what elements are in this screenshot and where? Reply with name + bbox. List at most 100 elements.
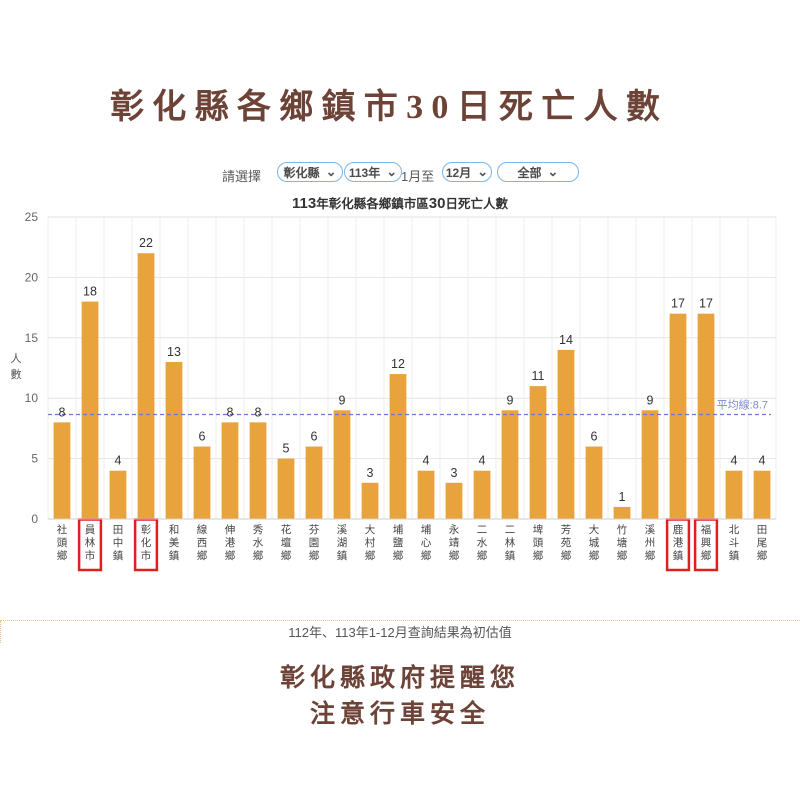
svg-text:18: 18 xyxy=(83,285,97,299)
svg-text:鄉: 鄉 xyxy=(281,549,292,562)
svg-text:鎮: 鎮 xyxy=(673,549,684,562)
svg-text:二: 二 xyxy=(477,524,488,536)
svg-text:芳: 芳 xyxy=(561,523,572,536)
svg-text:6: 6 xyxy=(591,430,598,444)
svg-text:園: 園 xyxy=(309,537,320,549)
svg-text:鄉: 鄉 xyxy=(57,549,68,562)
svg-text:15: 15 xyxy=(25,331,39,345)
svg-text:0: 0 xyxy=(31,512,38,526)
svg-text:秀: 秀 xyxy=(253,524,264,536)
svg-text:花: 花 xyxy=(281,523,292,536)
svg-text:4: 4 xyxy=(423,454,430,468)
svg-text:8: 8 xyxy=(227,405,234,419)
svg-text:美: 美 xyxy=(169,536,180,549)
svg-text:西: 西 xyxy=(197,537,208,549)
svg-text:25: 25 xyxy=(25,210,39,224)
svg-text:埔: 埔 xyxy=(421,523,432,536)
svg-text:林: 林 xyxy=(505,536,516,549)
svg-text:靖: 靖 xyxy=(449,536,460,549)
svg-text:鎮: 鎮 xyxy=(505,549,516,562)
svg-text:鄉: 鄉 xyxy=(421,549,432,562)
svg-text:鄉: 鄉 xyxy=(561,549,572,562)
svg-text:4: 4 xyxy=(479,454,486,468)
svg-text:4: 4 xyxy=(759,454,766,468)
svg-text:員: 員 xyxy=(85,524,96,536)
svg-text:鎮: 鎮 xyxy=(169,549,180,562)
svg-text:林: 林 xyxy=(85,536,96,549)
svg-text:福: 福 xyxy=(701,523,712,536)
svg-text:5: 5 xyxy=(31,452,38,466)
svg-text:9: 9 xyxy=(507,393,514,407)
svg-text:6: 6 xyxy=(311,430,318,444)
svg-text:尾: 尾 xyxy=(757,537,768,549)
svg-text:鄉: 鄉 xyxy=(617,549,628,562)
svg-text:鄉: 鄉 xyxy=(645,549,656,562)
svg-text:頭: 頭 xyxy=(57,537,68,549)
svg-text:鄉: 鄉 xyxy=(197,549,208,562)
svg-text:心: 心 xyxy=(421,537,432,549)
svg-text:城: 城 xyxy=(589,537,600,549)
svg-text:港: 港 xyxy=(225,537,236,549)
svg-text:3: 3 xyxy=(367,466,374,480)
svg-text:港: 港 xyxy=(673,537,684,549)
svg-text:湖: 湖 xyxy=(337,537,348,549)
svg-text:9: 9 xyxy=(647,393,654,407)
svg-text:鎮: 鎮 xyxy=(729,549,740,562)
svg-text:市: 市 xyxy=(141,549,152,562)
svg-text:鹿: 鹿 xyxy=(673,523,684,536)
svg-text:斗: 斗 xyxy=(729,537,740,549)
svg-text:水: 水 xyxy=(477,537,488,549)
svg-text:鄉: 鄉 xyxy=(477,549,488,562)
svg-text:8: 8 xyxy=(255,405,262,419)
svg-text:線: 線 xyxy=(197,523,208,536)
svg-text:3: 3 xyxy=(451,466,458,480)
svg-text:永: 永 xyxy=(449,523,460,536)
svg-text:塘: 塘 xyxy=(617,536,628,549)
svg-text:田: 田 xyxy=(113,524,124,536)
svg-text:鄉: 鄉 xyxy=(449,549,460,562)
svg-text:9: 9 xyxy=(339,393,346,407)
svg-text:北: 北 xyxy=(729,524,740,536)
svg-text:社: 社 xyxy=(57,523,68,536)
svg-text:大: 大 xyxy=(589,523,600,536)
svg-text:鄉: 鄉 xyxy=(589,549,600,562)
svg-text:芬: 芬 xyxy=(309,524,320,536)
svg-text:鄉: 鄉 xyxy=(701,549,712,562)
svg-text:埤: 埤 xyxy=(533,523,544,536)
svg-text:鄉: 鄉 xyxy=(757,549,768,562)
svg-text:二: 二 xyxy=(505,524,516,536)
svg-text:中: 中 xyxy=(113,536,124,549)
svg-text:113年彰化縣各鄉鎮市區30日死亡人數: 113年彰化縣各鄉鎮市區30日死亡人數 xyxy=(292,195,508,212)
svg-text:17: 17 xyxy=(699,297,713,311)
svg-text:市: 市 xyxy=(85,549,96,562)
svg-text:5: 5 xyxy=(283,442,290,456)
svg-text:4: 4 xyxy=(115,454,122,468)
svg-text:苑: 苑 xyxy=(561,536,572,549)
svg-text:鄉: 鄉 xyxy=(533,549,544,562)
svg-text:平均線:8.7: 平均線:8.7 xyxy=(717,398,768,412)
svg-text:州: 州 xyxy=(645,537,656,549)
svg-text:8: 8 xyxy=(59,405,66,419)
svg-text:鄉: 鄉 xyxy=(365,549,376,562)
svg-text:6: 6 xyxy=(199,430,206,444)
svg-text:溪: 溪 xyxy=(337,524,348,536)
svg-text:和: 和 xyxy=(169,524,180,536)
svg-text:彰: 彰 xyxy=(141,523,152,536)
svg-text:17: 17 xyxy=(671,297,685,311)
svg-text:4: 4 xyxy=(731,454,738,468)
svg-text:化: 化 xyxy=(141,536,152,549)
svg-text:村: 村 xyxy=(365,536,376,549)
svg-text:12: 12 xyxy=(391,357,405,371)
svg-text:10: 10 xyxy=(25,391,39,405)
svg-text:鄉: 鄉 xyxy=(253,549,264,562)
svg-text:竹: 竹 xyxy=(617,523,628,536)
svg-text:11: 11 xyxy=(532,369,545,383)
svg-text:鄉: 鄉 xyxy=(225,549,236,562)
svg-text:鹽: 鹽 xyxy=(393,536,404,549)
svg-text:22: 22 xyxy=(139,236,153,250)
svg-text:埔: 埔 xyxy=(393,523,404,536)
svg-text:溪: 溪 xyxy=(645,524,656,536)
svg-text:頭: 頭 xyxy=(533,537,544,549)
svg-text:興: 興 xyxy=(701,537,712,549)
svg-text:鄉: 鄉 xyxy=(393,549,404,562)
